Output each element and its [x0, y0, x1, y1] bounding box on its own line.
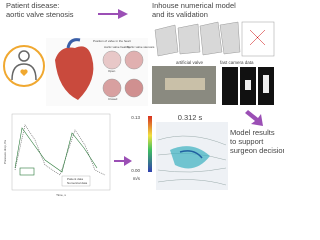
validation-label: fast camera data	[220, 60, 254, 65]
legend-entry: Patient data	[67, 177, 83, 181]
figure: Patient disease: aortic valve stenosis P…	[3, 1, 284, 197]
legend-entry: Numerical data	[67, 181, 88, 185]
colorbar-label: 0.13	[131, 115, 140, 120]
velocity-field	[156, 122, 228, 190]
patient-title: Patient disease:	[6, 1, 59, 10]
axis-label: Pressure drop, Pa	[3, 140, 7, 165]
colorbar-label: 0.00	[131, 168, 140, 173]
patient-icon	[3, 45, 45, 87]
heart-label: Position of valve in the heart	[93, 39, 131, 43]
heart-label: Open	[108, 69, 116, 73]
arrow	[245, 110, 263, 126]
camera-frames	[222, 67, 274, 105]
arrow	[98, 9, 128, 19]
heart-label: Aortic valve stenosis	[127, 45, 155, 49]
axis-label: Time, s	[56, 193, 66, 197]
heart-illustration	[46, 38, 148, 106]
patient-title: aortic valve stenosis	[6, 10, 74, 19]
result-text: to support	[230, 137, 264, 146]
pressure-plot	[11, 113, 111, 191]
heart-label: Aortic valve healthy	[104, 45, 131, 49]
colorbar	[148, 116, 152, 172]
model-title: and its validation	[152, 10, 208, 19]
valve-photo	[165, 78, 205, 90]
result-text: surgeon decision	[230, 146, 284, 155]
heart-label: Closed	[108, 97, 118, 101]
model-geometry	[154, 21, 275, 57]
model-title: Inhouse numerical model	[152, 1, 236, 10]
colorbar-unit: m/s	[133, 176, 141, 181]
result-text: Model results	[230, 128, 275, 137]
validation-label: artificial valve	[176, 60, 204, 65]
time-label: 0.312 s	[178, 113, 203, 122]
arrow	[114, 156, 132, 166]
